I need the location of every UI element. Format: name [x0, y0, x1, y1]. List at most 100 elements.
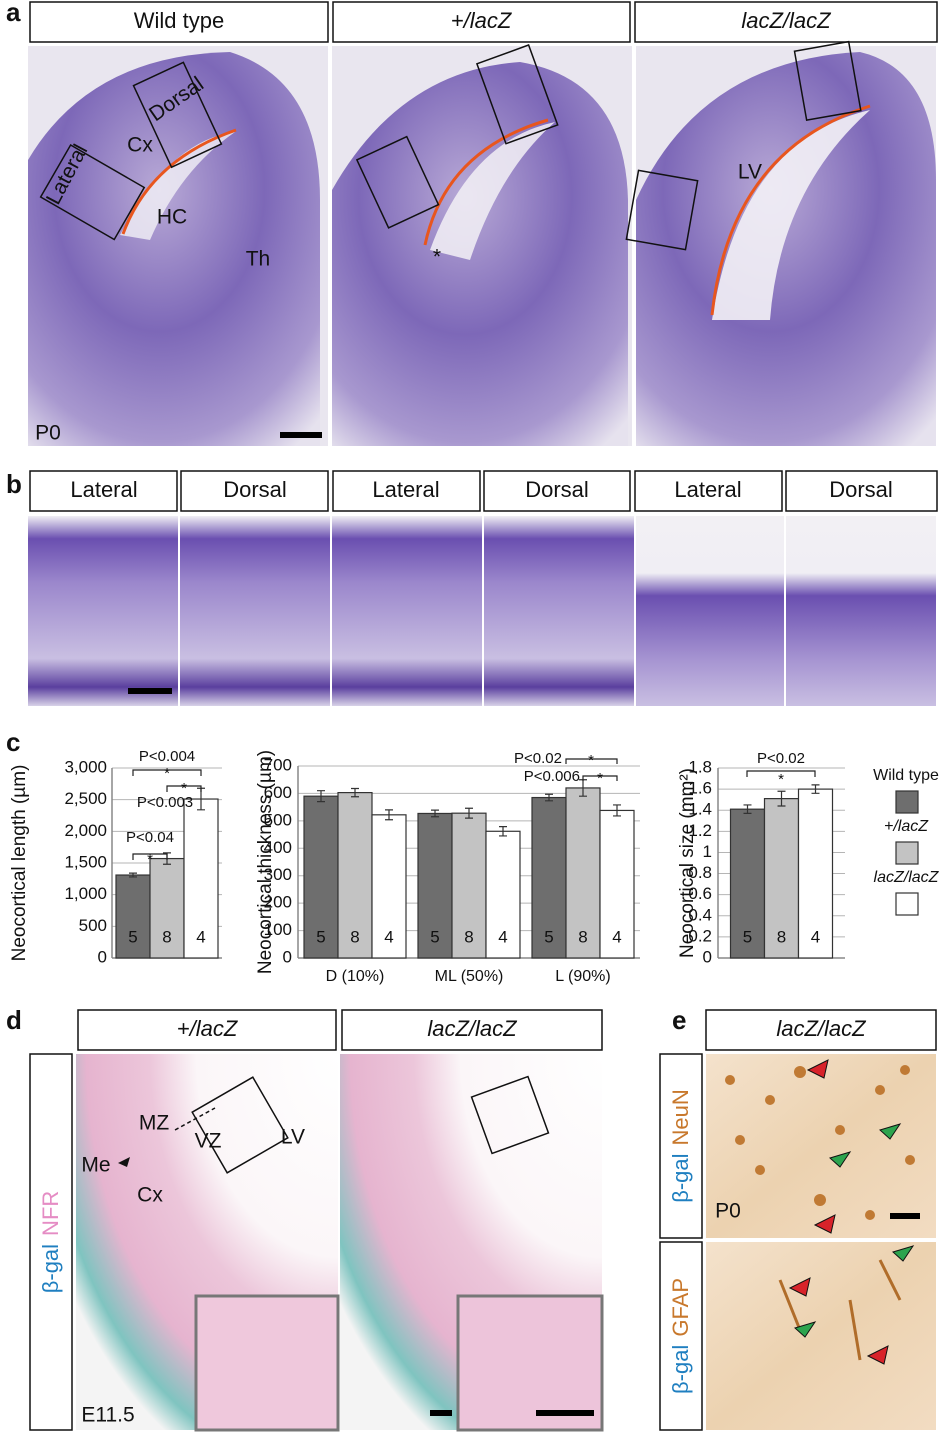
image-label: P0 — [715, 1200, 741, 1223]
header: Wild type — [134, 8, 224, 33]
bar — [183, 798, 219, 959]
panel-label: c — [6, 727, 20, 757]
error-bar — [777, 790, 786, 807]
y-tick-label: 0.8 — [688, 863, 712, 882]
header-box — [77, 1009, 337, 1051]
header: lacZ/lacZ — [776, 1016, 867, 1041]
header-boxes-b — [29, 470, 938, 512]
error-bar — [613, 804, 621, 817]
image-label: P0 — [35, 422, 61, 445]
significance-bracket — [166, 785, 202, 792]
stain: GFAP — [668, 1278, 693, 1337]
y-tick-label: 1.2 — [688, 821, 712, 840]
bar — [115, 874, 151, 959]
y-tick-label: 100 — [264, 920, 292, 939]
annotation: * — [597, 770, 603, 787]
annotation: * — [147, 851, 153, 868]
header: Lateral — [674, 477, 741, 502]
bar — [797, 788, 834, 959]
side-box — [29, 1053, 73, 1431]
image-label: * — [433, 246, 441, 269]
panel-label: b — [6, 469, 22, 499]
y-tick-label: 400 — [264, 838, 292, 857]
micrographs-e — [706, 1054, 936, 1430]
legend-swatch — [895, 841, 919, 865]
image-label: MZ — [139, 1112, 169, 1135]
stain: β-gal — [38, 1244, 63, 1293]
header-box — [705, 1009, 937, 1051]
x-tick-label: L (90%) — [555, 968, 610, 985]
y-tick-label: 0.4 — [688, 905, 712, 924]
y-tick-label: 1.8 — [688, 757, 712, 776]
header: Lateral — [70, 477, 137, 502]
error-bar — [811, 784, 820, 794]
annotation: P<0.006 — [524, 768, 580, 785]
y-tick-label: 3,000 — [64, 757, 107, 776]
bar — [485, 830, 521, 959]
bar — [149, 857, 185, 959]
legend-label: Wild type — [873, 767, 939, 784]
y-tick-label: 1 — [703, 842, 712, 861]
header: Dorsal — [829, 477, 893, 502]
micrographs-a — [28, 40, 936, 446]
y-tick-label: 0 — [98, 947, 107, 966]
error-bar — [545, 793, 553, 802]
side-box — [659, 1053, 703, 1239]
n-label: 5 — [544, 927, 553, 946]
significance-bracket — [132, 853, 168, 860]
n-label: 5 — [743, 927, 752, 946]
header: +/lacZ — [451, 8, 513, 33]
n-label: 5 — [128, 927, 137, 946]
panel-label: d — [6, 1005, 22, 1035]
panel-label: a — [6, 0, 21, 27]
image-label: LV — [281, 1126, 305, 1149]
header: Lateral — [372, 477, 439, 502]
legend-label: lacZ/lacZ — [874, 869, 940, 886]
y-tick-label: 1,500 — [64, 852, 107, 871]
y-tick-label: 2,000 — [64, 821, 107, 840]
y-tick-label: 500 — [264, 810, 292, 829]
n-label: 8 — [350, 927, 359, 946]
image-label: Cx — [127, 134, 153, 157]
header: lacZ/lacZ — [741, 8, 832, 33]
error-bar — [499, 826, 507, 837]
y-tick-label: 500 — [79, 916, 107, 935]
y-axis-title: Neocortical size (mm²) — [677, 768, 698, 958]
charts: 05001,0001,5002,0002,5003,000Neocortical… — [9, 748, 940, 985]
legend-label: +/lacZ — [884, 818, 929, 835]
n-label: 5 — [430, 927, 439, 946]
error-bar — [351, 787, 359, 798]
y-tick-label: 2,500 — [64, 789, 107, 808]
legend-swatch — [895, 892, 919, 916]
y-tick-label: 0.6 — [688, 884, 712, 903]
y-tick-label: 1.4 — [688, 800, 712, 819]
error-bar — [129, 872, 137, 878]
error-bar — [465, 807, 473, 819]
n-label: 5 — [316, 927, 325, 946]
n-label: 4 — [811, 927, 820, 946]
n-label: 4 — [612, 927, 621, 946]
stain: β-gal — [668, 1153, 693, 1202]
side-label: β-gal NFR — [38, 1191, 63, 1294]
annotation: P<0.04 — [126, 829, 174, 846]
n-label: 4 — [498, 927, 507, 946]
image-label: Cx — [137, 1184, 163, 1207]
annotation: P<0.003 — [137, 794, 193, 811]
y-tick-label: 200 — [264, 893, 292, 912]
y-tick-label: 300 — [264, 865, 292, 884]
n-label: 8 — [578, 927, 587, 946]
side-box — [659, 1241, 703, 1431]
n-label: 8 — [162, 927, 171, 946]
annotation: * — [164, 765, 170, 782]
micrographs-d — [76, 1054, 604, 1432]
annotation: P<0.02 — [757, 750, 805, 767]
image-label: Th — [246, 248, 271, 271]
header: Dorsal — [223, 477, 287, 502]
image-label: HC — [157, 206, 187, 229]
y-axis-title: Neocortical length (µm) — [9, 765, 30, 962]
bar — [371, 814, 407, 959]
stain: NFR — [38, 1191, 63, 1236]
y-axis-title: Neocortical thickness (µm) — [255, 750, 276, 974]
significance-bracket — [565, 758, 618, 764]
